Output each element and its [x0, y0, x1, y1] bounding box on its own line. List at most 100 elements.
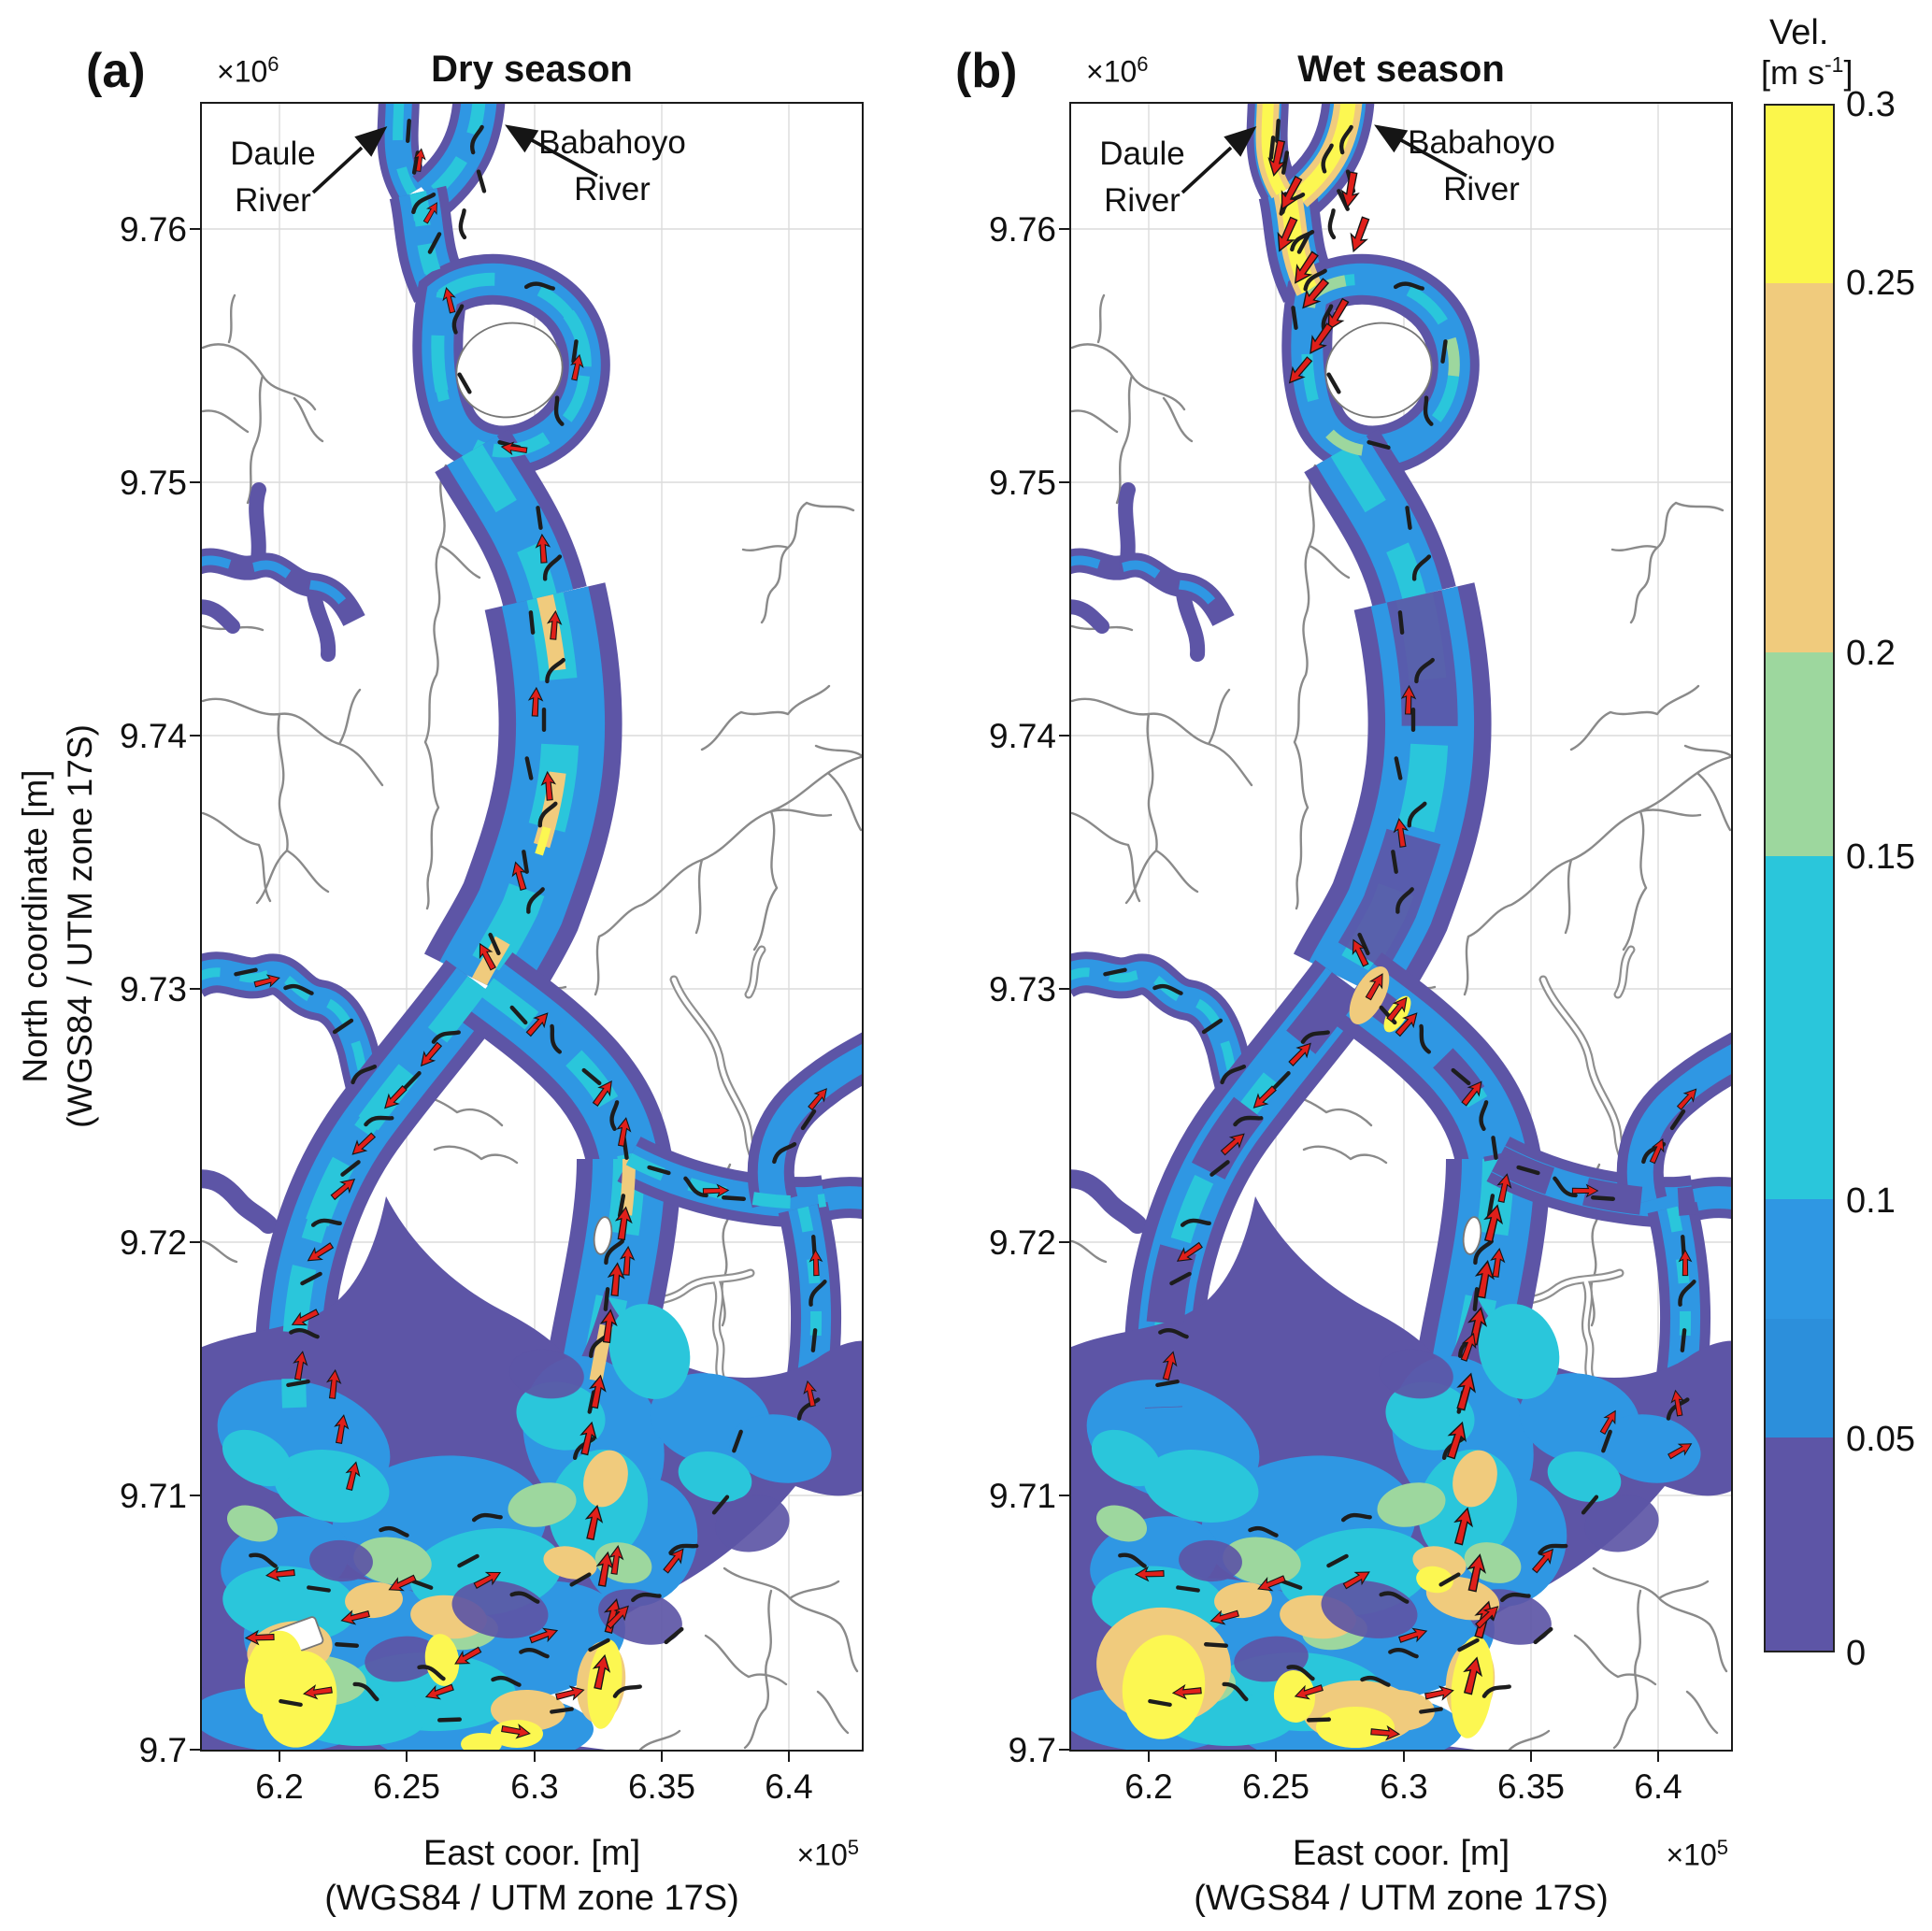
colorbar-tick-005: 0.05	[1846, 1420, 1915, 1459]
colorbar-tick-0: 0	[1846, 1634, 1867, 1673]
panel-b-ytick-975: 9.75	[988, 464, 1056, 502]
panel-b-ytick-971: 9.71	[988, 1477, 1056, 1515]
y-tickmark	[190, 1495, 201, 1496]
panel-a-xtick-63: 6.3	[510, 1767, 559, 1806]
panel-a-xlabel-line2: (WGS84 / UTM zone 17S)	[324, 1879, 739, 1918]
y-tickmark	[190, 228, 201, 230]
panel-a-xtick-64: 6.4	[765, 1767, 813, 1806]
y-tickmark	[1059, 1241, 1070, 1243]
x-mult-exp: 5	[847, 1836, 859, 1859]
y-tickmark	[1059, 1749, 1070, 1751]
x-tickmark	[1657, 1752, 1659, 1762]
y-tickmark	[1059, 1495, 1070, 1496]
daule-line1: Daule	[1099, 136, 1185, 172]
x-mult-base: ×10	[1666, 1838, 1717, 1872]
panel-b-ytick-974: 9.74	[988, 717, 1056, 755]
x-tickmark	[1403, 1752, 1405, 1762]
panel-b-title: Wet season	[1297, 49, 1505, 90]
y-tickmark	[190, 988, 201, 990]
colorbar-segment	[1766, 1437, 1833, 1651]
panel-b-xtick-635: 6.35	[1496, 1767, 1565, 1806]
daule-line1: Daule	[230, 136, 316, 172]
colorbar	[1764, 104, 1835, 1652]
x-tickmark	[1275, 1752, 1277, 1762]
daule-line2: River	[1104, 182, 1181, 219]
y-axis-label-line2: (WGS84 / UTM zone 17S)	[61, 724, 99, 1128]
x-tickmark	[406, 1752, 408, 1762]
x-tickmark	[661, 1752, 663, 1762]
y-axis-label: North coordinate [m] (WGS84 / UTM zone 1…	[13, 724, 103, 1128]
colorbar-segment	[1766, 652, 1833, 857]
colorbar-tick-015: 0.15	[1846, 837, 1915, 877]
babahoyo-line2: River	[574, 171, 651, 207]
panel-b-ytick-97: 9.7	[1008, 1731, 1056, 1769]
y-tickmark	[190, 481, 201, 483]
colorbar-segments	[1766, 106, 1833, 1651]
colorbar-segment	[1766, 283, 1833, 653]
panel-a-daule-label: Daule River	[213, 131, 333, 224]
units-exp: -1	[1825, 52, 1844, 77]
panel-a-ytick-973: 9.73	[119, 970, 187, 1008]
y-mult-base: ×10	[1086, 54, 1138, 89]
x-mult-exp: 5	[1716, 1836, 1728, 1859]
panel-b-x-multiplier: ×105	[1607, 1836, 1728, 1873]
y-tickmark	[1059, 735, 1070, 737]
panel-a-ytick-976: 9.76	[119, 210, 187, 249]
panel-a-letter: (a)	[86, 44, 146, 98]
panel-a-ytick-971: 9.71	[119, 1477, 187, 1515]
panel-b-y-multiplier: ×106	[1086, 52, 1149, 90]
colorbar-segment	[1766, 1318, 1833, 1438]
panel-a-xlabel-line1: East coor. [m]	[422, 1834, 641, 1873]
panel-a-x-multiplier: ×105	[737, 1836, 859, 1873]
colorbar-tick-01: 0.1	[1846, 1181, 1896, 1221]
y-tickmark	[190, 735, 201, 737]
y-mult-base: ×10	[217, 54, 268, 89]
panel-a-xtick-62: 6.2	[255, 1767, 304, 1806]
colorbar-units: [m s-1]	[1761, 52, 1853, 93]
panel-b-daule-label: Daule River	[1082, 131, 1202, 224]
x-tickmark	[1530, 1752, 1532, 1762]
x-tickmark	[534, 1752, 536, 1762]
panel-a-title: Dry season	[431, 49, 633, 90]
panel-b-letter: (b)	[955, 44, 1018, 98]
panel-b-ytick-973: 9.73	[988, 970, 1056, 1008]
panel-b-ytick-972: 9.72	[988, 1223, 1056, 1262]
babahoyo-line1: Babahoyo	[538, 124, 686, 161]
y-mult-exp: 6	[1137, 52, 1149, 76]
panel-a-map	[201, 103, 863, 1751]
babahoyo-line1: Babahoyo	[1408, 124, 1555, 161]
x-tickmark	[1148, 1752, 1150, 1762]
colorbar-segment	[1766, 856, 1833, 1200]
panel-b-xtick-62: 6.2	[1124, 1767, 1173, 1806]
panel-b-xtick-64: 6.4	[1634, 1767, 1682, 1806]
panel-a-ytick-974: 9.74	[119, 717, 187, 755]
babahoyo-line2: River	[1443, 171, 1520, 207]
units-post: ]	[1843, 53, 1853, 92]
panel-b-ytick-976: 9.76	[988, 210, 1056, 249]
panel-b-xlabel-line1: East coor. [m]	[1292, 1834, 1510, 1873]
y-tickmark	[1059, 481, 1070, 483]
panel-a-ytick-972: 9.72	[119, 1223, 187, 1262]
x-tickmark	[279, 1752, 280, 1762]
panel-a-babahoyo-label: Babahoyo River	[519, 120, 706, 213]
daule-line2: River	[235, 182, 311, 219]
colorbar-tick-03: 0.3	[1846, 85, 1896, 124]
panel-a-y-multiplier: ×106	[217, 52, 279, 90]
colorbar-tick-025: 0.25	[1846, 264, 1915, 303]
x-tickmark	[788, 1752, 790, 1762]
y-tickmark	[1059, 988, 1070, 990]
panel-b-babahoyo-label: Babahoyo River	[1388, 120, 1575, 213]
x-mult-base: ×10	[796, 1838, 848, 1872]
panel-b-xlabel-line2: (WGS84 / UTM zone 17S)	[1194, 1879, 1609, 1918]
panel-b-map	[1070, 103, 1732, 1751]
colorbar-segment	[1766, 106, 1833, 284]
y-tickmark	[190, 1749, 201, 1751]
y-axis-label-line1: North coordinate [m]	[16, 769, 54, 1083]
panel-a-xtick-635: 6.35	[627, 1767, 695, 1806]
panel-a-ytick-975: 9.75	[119, 464, 187, 502]
colorbar-segment	[1766, 1199, 1833, 1319]
colorbar-tick-02: 0.2	[1846, 634, 1896, 673]
panel-b-xtick-625: 6.25	[1241, 1767, 1309, 1806]
colorbar-title: Vel.	[1769, 13, 1829, 52]
